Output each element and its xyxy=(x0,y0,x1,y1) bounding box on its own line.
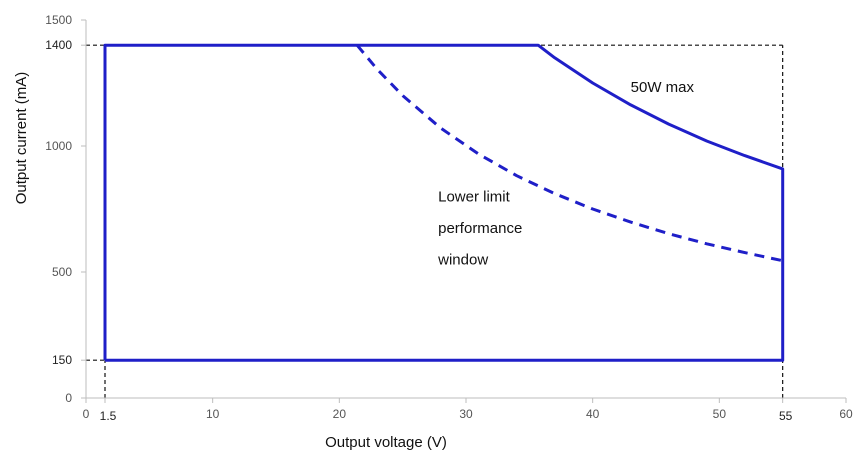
annotations: 50W max Lower limit performance window xyxy=(437,79,694,269)
annotation-label: 50W max xyxy=(631,79,695,96)
annotation-label: window xyxy=(437,251,488,268)
x-tick-label: 60 xyxy=(839,407,853,421)
x-axis-title: Output voltage (V) xyxy=(325,434,447,451)
y-tick-label: 0 xyxy=(65,391,72,405)
x-tick-label: 0 xyxy=(83,407,90,421)
x-tick-label: 10 xyxy=(206,407,220,421)
max-power-envelope xyxy=(103,43,785,362)
axes xyxy=(81,19,847,403)
lower-limit-curve xyxy=(355,44,784,263)
y-tick-label: 1500 xyxy=(45,13,72,27)
series-group xyxy=(103,43,785,362)
x-marker-tick-label: 1.5 xyxy=(100,409,117,423)
x-tick-label: 50 xyxy=(713,407,727,421)
reference-lines xyxy=(86,44,784,398)
x-tick-label: 30 xyxy=(459,407,473,421)
y-marker-tick-label: 1400 xyxy=(45,38,72,52)
annotation-label: performance xyxy=(438,220,522,237)
x-tick-label: 20 xyxy=(333,407,347,421)
y-axis-title: Output current (mA) xyxy=(13,72,30,205)
x-tick-label: 40 xyxy=(586,407,600,421)
annotation-label: Lower limit xyxy=(438,188,511,205)
tick-labels: 0 10 20 30 40 50 60 0 500 1000 1500 1.5 55 150 1400 xyxy=(45,13,853,423)
y-marker-tick-label: 150 xyxy=(52,353,72,367)
y-tick-label: 500 xyxy=(52,265,72,279)
y-tick-label: 1000 xyxy=(45,139,72,153)
x-marker-tick-label: 55 xyxy=(779,409,793,423)
